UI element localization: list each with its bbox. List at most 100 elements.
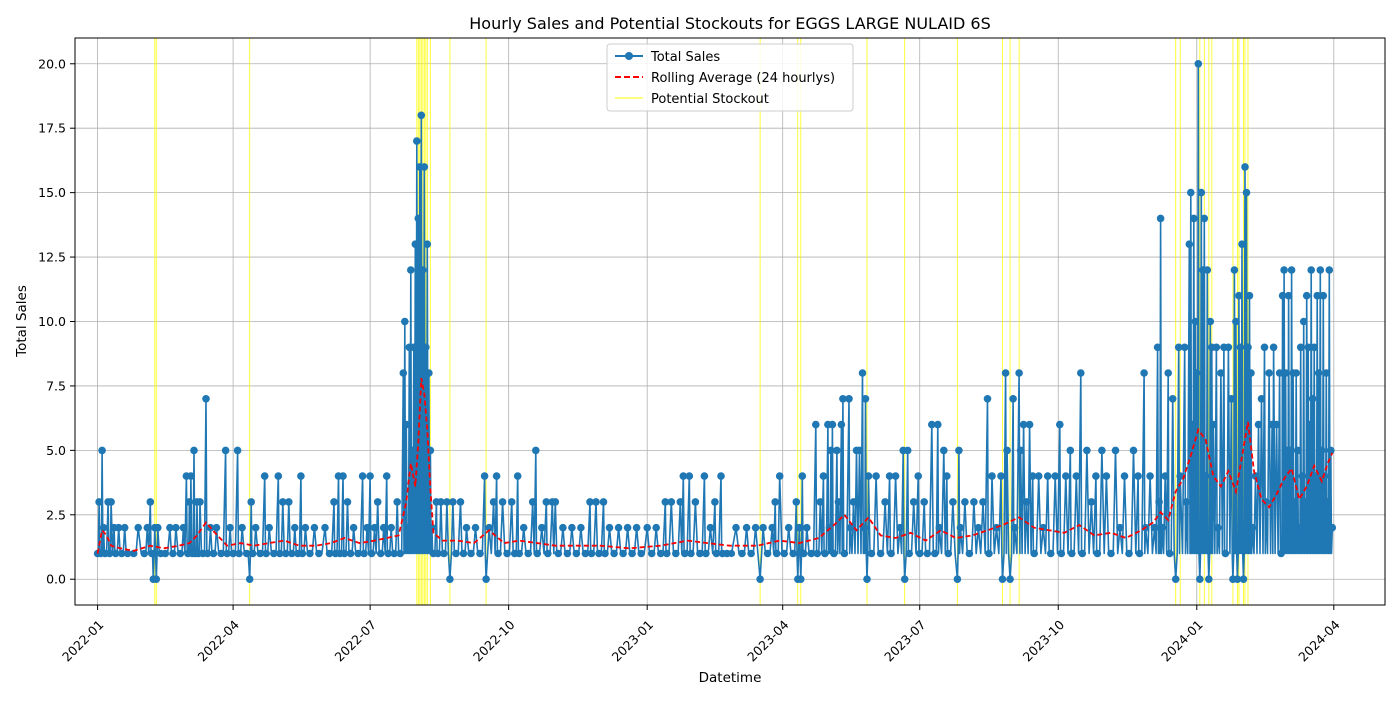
total-sales-point <box>340 549 349 558</box>
total-sales-point <box>1299 317 1308 326</box>
total-sales-point <box>1277 549 1285 558</box>
total-sales-point <box>190 446 198 455</box>
total-sales-point <box>610 549 618 558</box>
total-sales-point <box>1051 472 1059 480</box>
total-sales-point <box>420 163 429 171</box>
total-sales-point <box>321 523 329 532</box>
total-sales-point <box>955 446 963 455</box>
total-sales-point <box>446 575 454 583</box>
total-sales-point <box>387 523 396 532</box>
total-sales-point <box>696 549 704 558</box>
total-sales-point <box>679 472 688 480</box>
total-sales-point <box>988 472 996 480</box>
total-sales-point <box>934 420 942 429</box>
total-sales-point <box>928 420 936 429</box>
total-sales-point <box>1098 446 1106 455</box>
total-sales-point <box>623 523 632 532</box>
total-sales-point <box>935 523 944 532</box>
total-sales-point <box>376 549 385 558</box>
total-sales-point <box>756 575 764 583</box>
total-sales-point <box>572 549 581 558</box>
total-sales-point <box>944 549 953 558</box>
total-sales-point <box>1221 549 1230 558</box>
total-sales-point <box>1182 498 1190 506</box>
total-sales-point <box>661 498 670 506</box>
total-sales-point <box>187 472 195 480</box>
total-sales-point <box>196 498 204 506</box>
total-sales-point <box>1224 343 1233 352</box>
total-sales-point <box>1212 343 1221 352</box>
total-sales-point <box>1269 343 1278 352</box>
y-tick-label: 10.0 <box>38 314 66 329</box>
total-sales-point <box>599 498 608 506</box>
y-axis-label: Total Sales <box>14 285 30 358</box>
total-sales-point <box>1039 523 1047 532</box>
y-tick-label: 5.0 <box>46 443 66 458</box>
total-sales-point <box>1129 446 1138 455</box>
total-sales-point <box>370 523 379 532</box>
total-sales-point <box>533 549 542 558</box>
total-sales-point <box>586 498 594 506</box>
total-sales-point <box>489 498 498 506</box>
total-sales-point <box>863 575 871 583</box>
total-sales-point <box>1135 549 1144 558</box>
total-sales-point <box>140 549 149 558</box>
total-sales-point <box>1217 369 1225 377</box>
rolling-average-line <box>96 378 1334 554</box>
total-sales-point <box>1308 395 1317 403</box>
total-sales-point <box>485 523 493 532</box>
total-sales-point <box>1209 420 1218 429</box>
total-sales-point <box>1242 188 1251 197</box>
total-sales-point <box>747 549 755 558</box>
legend-entry-stockout: Potential Stockout <box>615 92 769 107</box>
total-sales-point <box>1156 214 1165 223</box>
total-sales-point <box>592 498 600 506</box>
total-sales-point <box>172 523 180 532</box>
total-sales-point <box>494 549 502 558</box>
total-sales-point <box>706 523 715 532</box>
total-sales-point <box>513 472 522 480</box>
total-sales-point <box>915 549 924 558</box>
total-sales-point <box>1072 472 1081 480</box>
total-sales-point <box>605 523 614 532</box>
total-sales-point <box>1248 523 1257 532</box>
total-sales-point <box>738 549 746 558</box>
total-sales-point <box>161 549 170 558</box>
total-sales-point <box>601 549 609 558</box>
total-sales-point <box>559 523 567 532</box>
y-tick-label: 17.5 <box>38 121 66 136</box>
total-sales-point <box>940 446 948 455</box>
total-sales-point <box>840 549 849 558</box>
grid-lines <box>75 38 1385 605</box>
total-sales-point <box>248 549 257 558</box>
total-sales-point <box>1034 472 1043 480</box>
total-sales-point <box>390 549 399 558</box>
total-sales-point <box>1238 240 1246 248</box>
total-sales-point <box>798 472 807 480</box>
total-sales-point <box>554 549 563 558</box>
total-sales-point <box>711 498 719 506</box>
total-sales-point <box>482 575 490 583</box>
total-sales-point <box>1003 446 1011 455</box>
total-sales-point <box>379 523 388 532</box>
total-sales-point <box>1287 266 1296 274</box>
total-sales-point <box>1134 472 1142 480</box>
total-sales-point <box>763 549 772 558</box>
total-sales-point <box>812 420 820 429</box>
total-sales-point <box>1062 472 1070 480</box>
total-sales-point <box>1158 523 1166 532</box>
total-sales-point <box>923 549 932 558</box>
total-sales-point <box>1265 369 1273 377</box>
total-sales-point <box>1102 472 1111 480</box>
total-sales-point <box>819 472 828 480</box>
total-sales-point <box>291 523 299 532</box>
total-sales-point <box>1155 498 1163 506</box>
total-sales-point <box>476 549 484 558</box>
total-sales-point <box>1281 369 1290 377</box>
total-sales-point <box>528 498 537 506</box>
total-sales-point <box>551 498 560 506</box>
total-sales-point <box>120 523 129 532</box>
legend-entry-total-sales: Total Sales <box>615 50 720 65</box>
